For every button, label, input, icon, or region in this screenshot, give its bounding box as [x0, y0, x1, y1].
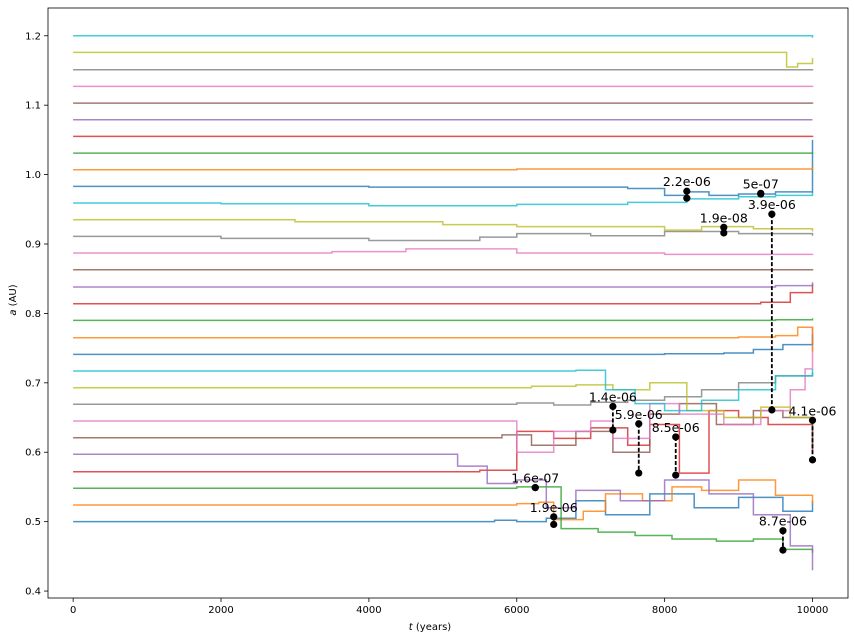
annotation-point	[683, 187, 691, 195]
series-line-11	[73, 334, 814, 356]
annotation-label: 8.7e-06	[759, 514, 807, 529]
annotation-label: 3.9e-06	[748, 197, 796, 212]
annotation-label: 1.9e-08	[700, 210, 748, 225]
annotation-point	[768, 210, 776, 218]
annotation-point	[635, 469, 643, 477]
series-line-18	[73, 230, 814, 242]
series-line-2	[73, 479, 814, 521]
series-layer	[73, 35, 814, 571]
annotation-point	[757, 190, 765, 198]
annotation-label: 1.4e-06	[589, 389, 637, 404]
series-line-26	[73, 102, 814, 104]
series-line-15	[73, 282, 814, 288]
y-tick-label: 0.5	[25, 517, 41, 528]
series-line-30	[73, 35, 814, 38]
annotation-point	[672, 433, 680, 441]
x-tick-label: 2000	[208, 605, 233, 616]
annotation-layer: 1.6e-07 1.9e-06 1.4e-06 5.9e-068.5e-06 2.2e-…	[511, 174, 837, 554]
annotation-point	[768, 406, 776, 414]
annotation-label: 2.2e-06	[663, 174, 711, 189]
series-line-27	[73, 85, 814, 88]
annotation-point	[808, 416, 817, 424]
y-tick-label: 0.4	[25, 587, 41, 598]
annotation-label: 5.9e-06	[615, 407, 663, 422]
annotation-point	[550, 520, 558, 529]
annotation-point	[609, 402, 617, 411]
y-axis: 0.4 0.5 0.6 0.7 0.8 0.9 1.0 1.1 1.2	[25, 31, 48, 598]
y-tick-label: 1.0	[25, 170, 41, 181]
x-axis: 0 2000 4000 6000 8000 10000	[70, 598, 828, 616]
series-line-14	[73, 284, 814, 305]
series-line-5	[73, 453, 814, 571]
y-tick-label: 0.6	[25, 448, 41, 459]
x-tick-label: 4000	[356, 605, 381, 616]
annotation-point	[720, 223, 728, 231]
series-line-29	[73, 51, 814, 68]
annotation-point	[720, 229, 728, 237]
series-line-21	[73, 139, 814, 197]
series-line-9	[73, 382, 814, 425]
annotation-label: 1.6e-07	[511, 471, 559, 486]
x-tick-label: 6000	[504, 605, 529, 616]
series-line-28	[73, 69, 814, 71]
annotation-point	[550, 513, 558, 521]
y-tick-label: 1.1	[25, 101, 41, 112]
annotation-point	[779, 527, 787, 535]
annotation-label: 5e-07	[743, 176, 779, 191]
annotation-label: 4.1e-06	[789, 403, 837, 418]
series-line-24	[73, 135, 814, 138]
annotation-point	[672, 471, 680, 479]
series-line-16	[73, 268, 814, 271]
series-line-19	[73, 218, 814, 232]
series-line-13	[73, 318, 814, 322]
annotation-point	[609, 426, 617, 434]
x-axis-label: t (years)	[409, 622, 452, 633]
annotation-point	[531, 484, 539, 492]
series-line-3	[73, 486, 814, 553]
y-tick-label: 0.8	[25, 309, 41, 320]
series-line-17	[73, 248, 814, 256]
y-tick-label: 0.7	[25, 378, 41, 389]
y-axis-label: a (AU)	[8, 284, 19, 315]
y-tick-label: 1.2	[25, 31, 41, 42]
series-line-12	[73, 326, 814, 352]
series-line-23	[73, 152, 814, 154]
y-tick-label: 0.9	[25, 240, 41, 251]
annotation-point	[635, 420, 643, 428]
annotation-point	[683, 194, 691, 202]
x-tick-label: 0	[70, 605, 76, 616]
x-tick-label: 8000	[652, 605, 677, 616]
series-line-8	[73, 372, 814, 406]
annotation-label: 8.5e-06	[652, 420, 700, 435]
series-line-20	[73, 191, 814, 207]
annotation-point	[779, 546, 787, 554]
series-line-10	[73, 368, 814, 412]
series-line-22	[73, 166, 814, 171]
annotation-point	[808, 456, 817, 464]
x-tick-label: 10000	[797, 605, 829, 616]
annotation-label: 1.9e-06	[530, 500, 578, 515]
